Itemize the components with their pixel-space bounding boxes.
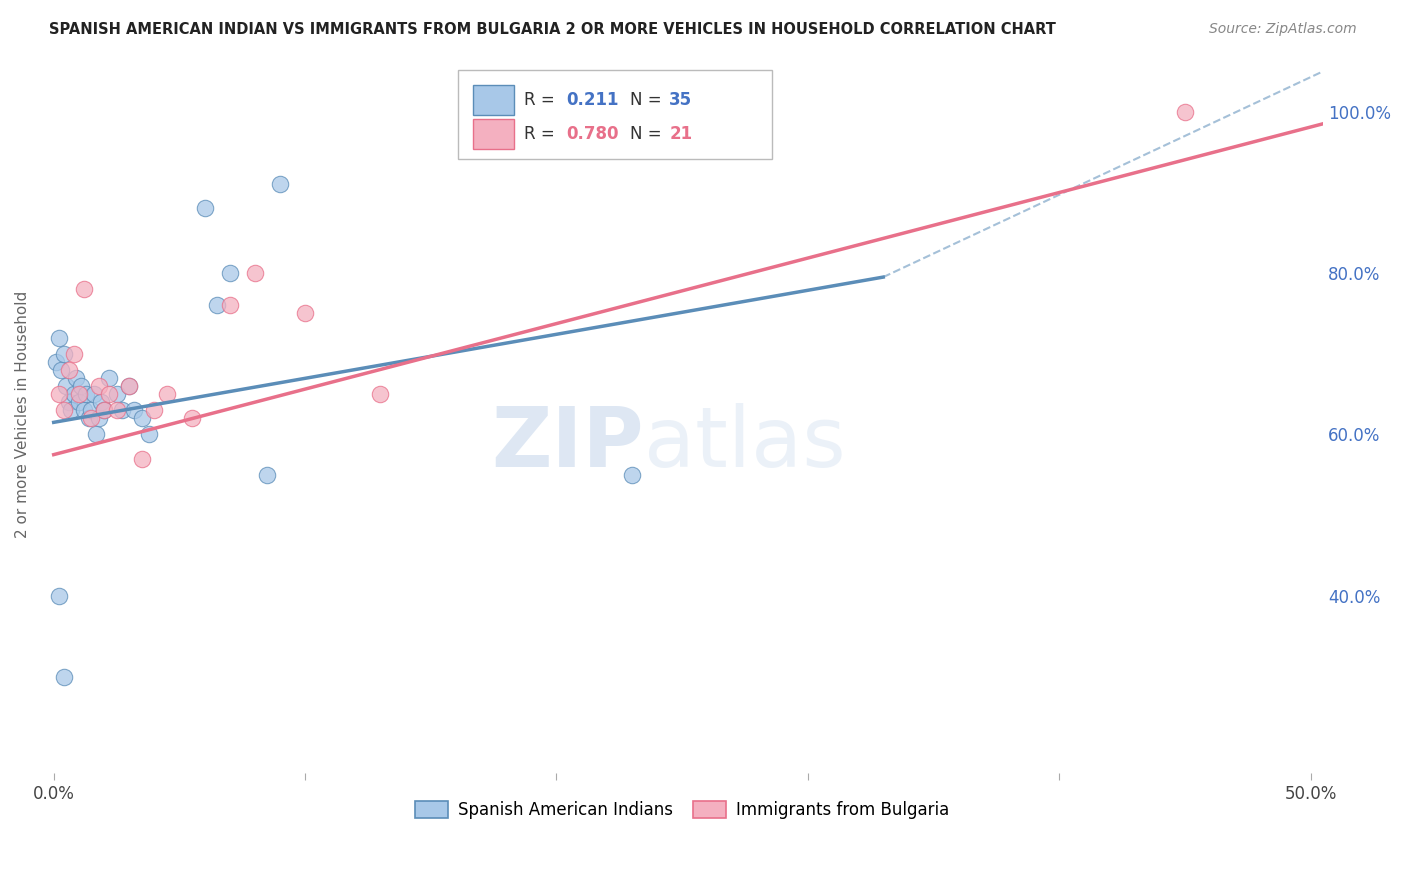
Point: [193, 202, 215, 216]
Text: N =: N =: [630, 125, 666, 143]
Point: [48, 330, 70, 344]
Point: [75, 387, 97, 401]
Point: [45, 355, 67, 369]
Point: [218, 266, 240, 280]
Point: [83, 387, 105, 401]
Point: [52, 403, 75, 417]
Text: R =: R =: [524, 91, 561, 110]
Text: SPANISH AMERICAN INDIAN VS IMMIGRANTS FROM BULGARIA 2 OR MORE VEHICLES IN HOUSEH: SPANISH AMERICAN INDIAN VS IMMIGRANTS FR…: [49, 22, 1056, 37]
Point: [1174, 104, 1197, 119]
Text: 0.211: 0.211: [567, 91, 619, 110]
Point: [62, 387, 84, 401]
Point: [105, 387, 128, 401]
Point: [62, 347, 84, 361]
Text: atlas: atlas: [644, 402, 845, 483]
Text: 0.780: 0.780: [567, 125, 619, 143]
Point: [243, 266, 266, 280]
Text: 35: 35: [669, 91, 692, 110]
Point: [52, 347, 75, 361]
FancyBboxPatch shape: [474, 119, 515, 149]
Point: [60, 403, 83, 417]
Point: [620, 467, 643, 482]
Point: [110, 403, 132, 417]
Text: R =: R =: [524, 125, 561, 143]
Point: [118, 379, 141, 393]
Point: [205, 298, 228, 312]
Point: [52, 670, 75, 684]
Point: [218, 298, 240, 312]
Point: [256, 467, 278, 482]
Point: [105, 403, 128, 417]
Point: [98, 387, 121, 401]
Point: [67, 395, 90, 409]
Point: [87, 411, 110, 425]
Point: [93, 403, 115, 417]
Legend: Spanish American Indians, Immigrants from Bulgaria: Spanish American Indians, Immigrants fro…: [408, 795, 956, 826]
Point: [181, 411, 204, 425]
Point: [77, 411, 100, 425]
Point: [131, 451, 153, 466]
Point: [370, 387, 392, 401]
Point: [80, 411, 103, 425]
Point: [73, 403, 96, 417]
Point: [87, 379, 110, 393]
Point: [73, 282, 96, 296]
Point: [58, 363, 80, 377]
Point: [65, 371, 87, 385]
Point: [156, 387, 179, 401]
Point: [48, 387, 70, 401]
Point: [70, 379, 93, 393]
Point: [55, 379, 77, 393]
Point: [118, 379, 141, 393]
Text: N =: N =: [630, 91, 666, 110]
Point: [131, 411, 153, 425]
Point: [48, 589, 70, 603]
Point: [294, 306, 316, 320]
FancyBboxPatch shape: [458, 70, 772, 160]
Point: [58, 395, 80, 409]
Text: Source: ZipAtlas.com: Source: ZipAtlas.com: [1209, 22, 1357, 37]
Point: [67, 387, 90, 401]
Text: ZIP: ZIP: [491, 402, 644, 483]
Point: [86, 427, 108, 442]
FancyBboxPatch shape: [474, 86, 515, 115]
Point: [93, 403, 115, 417]
Text: 21: 21: [669, 125, 692, 143]
Point: [122, 403, 145, 417]
Point: [51, 363, 73, 377]
Y-axis label: 2 or more Vehicles in Household: 2 or more Vehicles in Household: [15, 291, 30, 538]
Point: [138, 427, 160, 442]
Point: [143, 403, 166, 417]
Point: [90, 395, 112, 409]
Point: [269, 178, 291, 192]
Point: [80, 403, 103, 417]
Point: [98, 371, 121, 385]
